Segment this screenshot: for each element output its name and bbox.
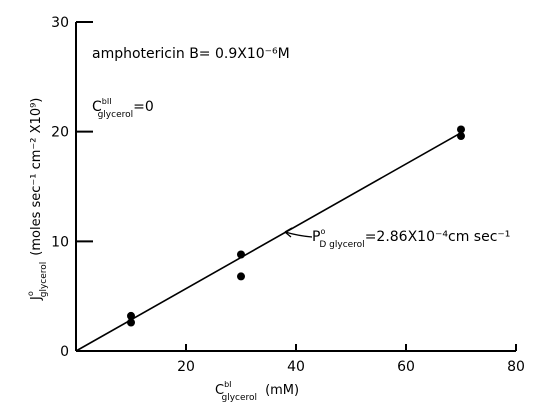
annotation-arrowhead: [284, 227, 293, 238]
x-tick-label: 40: [287, 359, 305, 375]
concentration-annotation: CbII glycerol=0: [92, 97, 154, 120]
data-point: [127, 318, 135, 327]
x-tick-label: 80: [507, 359, 525, 375]
y-tick-label: 0: [60, 344, 69, 360]
drug-annotation: amphotericin B= 0.9X10⁻⁶M: [92, 46, 290, 62]
y-tick-label: 30: [51, 15, 69, 31]
x-tick-label: 60: [397, 359, 415, 375]
data-point: [457, 125, 465, 134]
permeability-annotation: Po D glycerol=2.86X10⁻⁴cm sec⁻¹: [312, 227, 510, 250]
data-point: [457, 132, 465, 141]
y-axis-label: Jo glycerol(moles sec⁻¹ cm⁻² X10⁹): [26, 98, 49, 301]
x-axis-label: CbI glycerol (mM): [215, 380, 299, 403]
y-tick-label: 10: [51, 234, 69, 250]
x-tick-label: 20: [177, 359, 195, 375]
y-tick-label: 20: [51, 125, 69, 141]
data-point: [237, 250, 245, 259]
data-point: [237, 272, 245, 281]
annotation-arrow: [284, 231, 313, 238]
data-point: [127, 311, 135, 320]
fit-line: [75, 132, 462, 352]
